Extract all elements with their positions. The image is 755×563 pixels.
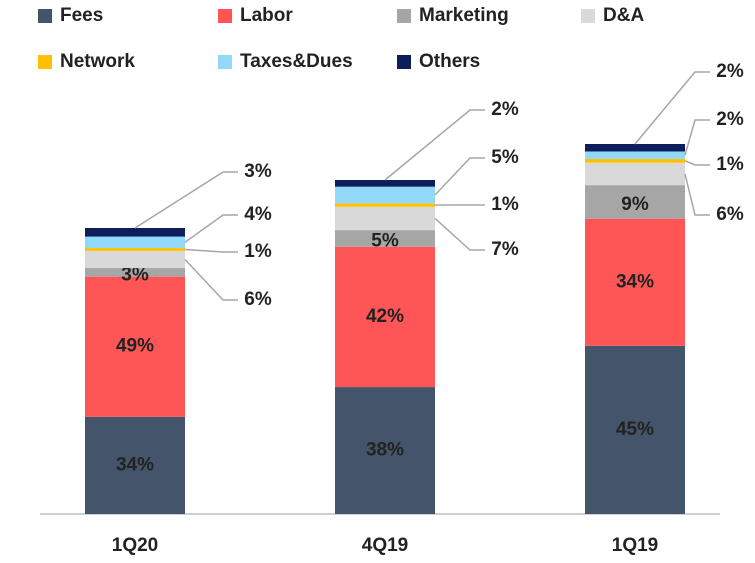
legend-label: Taxes&Dues: [240, 51, 353, 72]
data-label: 5%: [371, 230, 399, 251]
legend-label: D&A: [603, 5, 644, 26]
leader-line: [635, 72, 710, 144]
leader-line: [685, 120, 710, 155]
bar-segment: [85, 237, 185, 248]
data-label: 45%: [616, 419, 654, 440]
data-label: 5%: [491, 147, 519, 168]
data-label: 34%: [116, 454, 154, 475]
data-label: 7%: [491, 239, 519, 260]
data-label: 2%: [716, 61, 744, 82]
legend-swatch: [397, 9, 411, 23]
legend-swatch: [38, 55, 52, 69]
data-label: 6%: [716, 204, 744, 225]
legend-label: Network: [60, 51, 135, 72]
bar-segment: [585, 144, 685, 151]
legend-label: Marketing: [419, 5, 509, 26]
legend-label: Fees: [60, 5, 103, 26]
leader-line: [185, 259, 238, 300]
leader-line: [135, 172, 238, 228]
leader-line: [435, 158, 485, 195]
legend-label: Others: [419, 51, 480, 72]
legend-swatch: [218, 9, 232, 23]
bar-segment: [335, 180, 435, 187]
leader-line: [685, 174, 710, 215]
legend-label: Labor: [240, 5, 293, 26]
bar-segment: [335, 207, 435, 230]
data-label: 3%: [244, 161, 272, 182]
bar-segment: [85, 248, 185, 251]
data-label: 4%: [244, 204, 272, 225]
leader-line: [185, 215, 238, 242]
bar-segment: [585, 163, 685, 185]
legend-swatch: [397, 55, 411, 69]
leader-line: [435, 218, 485, 250]
leader-line: [185, 249, 238, 252]
data-label: 2%: [716, 109, 744, 130]
data-label: 9%: [621, 194, 649, 215]
leader-line: [685, 161, 710, 165]
bar-segment: [335, 187, 435, 204]
bar-segment: [585, 159, 685, 163]
data-label: 38%: [366, 440, 404, 461]
legend-swatch: [581, 9, 595, 23]
bar-segment: [585, 151, 685, 158]
data-label: 1%: [244, 241, 272, 262]
data-label: 42%: [366, 306, 404, 327]
x-tick-label: 1Q19: [612, 535, 658, 556]
data-label: 34%: [616, 271, 654, 292]
leader-line: [385, 110, 485, 180]
data-label: 2%: [491, 99, 519, 120]
data-label: 49%: [116, 336, 154, 357]
legend-swatch: [218, 55, 232, 69]
bar-segment: [85, 251, 185, 268]
bar-segment: [335, 203, 435, 206]
legend-swatch: [38, 9, 52, 23]
data-label: 1%: [716, 154, 744, 175]
x-tick-label: 1Q20: [112, 535, 158, 556]
data-label: 1%: [491, 194, 519, 215]
x-tick-label: 4Q19: [362, 535, 408, 556]
bar-segment: [85, 228, 185, 237]
data-label: 6%: [244, 289, 272, 310]
